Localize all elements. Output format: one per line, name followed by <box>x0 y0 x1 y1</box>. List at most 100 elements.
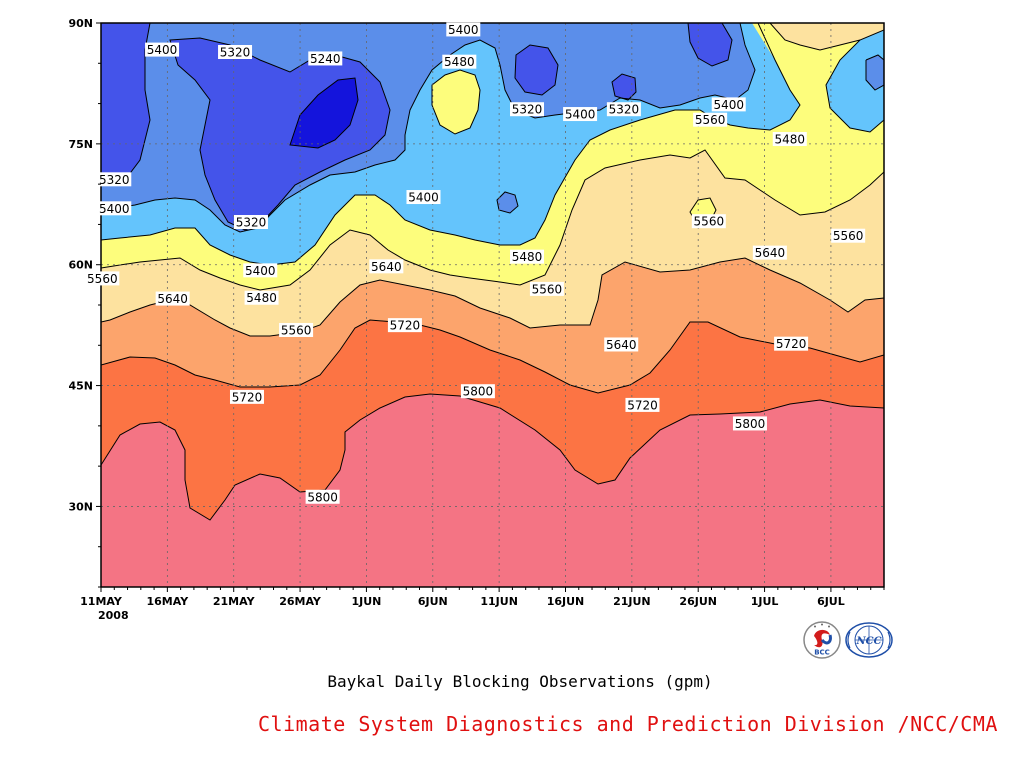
contour-label: 5320 <box>606 102 641 117</box>
contour-label-bg <box>387 318 422 333</box>
x-tick-label: 16JUN <box>547 595 585 608</box>
x-tick-label: 16MAY <box>147 595 190 608</box>
contour-label-text: 5720 <box>390 319 421 333</box>
contour-label: 5720 <box>774 336 809 351</box>
x-tick-label: 26MAY <box>279 595 322 608</box>
svg-text:NCC: NCC <box>855 636 881 647</box>
y-tick-label: 75N <box>68 138 93 151</box>
contour-label: 5400 <box>145 42 180 57</box>
contour-label: 5400 <box>97 201 132 216</box>
contour-label-bg <box>774 336 809 351</box>
contour-label-bg <box>233 215 268 230</box>
cell-5320-5400-small <box>497 192 518 213</box>
bcc-logo-icon: BCC <box>802 620 842 664</box>
contour-label-bg <box>369 259 404 274</box>
contour-label-text: 5320 <box>512 103 543 117</box>
contour-label: 5720 <box>387 318 422 333</box>
contour-label-text: 5480 <box>246 291 277 305</box>
cell-5240-5320-a <box>515 45 558 95</box>
contour-label: 5640 <box>604 337 639 352</box>
contour-label-text: 5800 <box>307 490 338 504</box>
contour-label-bg <box>732 416 767 431</box>
band-5240-5320 <box>101 23 150 182</box>
contour-label-bg <box>97 172 132 187</box>
contour-label-text: 5800 <box>463 385 494 399</box>
contour-label: 5400 <box>711 97 746 112</box>
contour-label-bg <box>625 397 660 412</box>
contour-label-bg <box>155 291 190 306</box>
contour-label-text: 5320 <box>220 46 251 60</box>
contour-label: 5480 <box>772 132 807 147</box>
contour-label: 5800 <box>460 384 495 399</box>
contour-label-bg <box>510 102 545 117</box>
y-tick-label: 30N <box>68 500 93 513</box>
filled-contours <box>101 23 884 587</box>
contour-label-bg <box>711 97 746 112</box>
contour-label: 5560 <box>691 214 726 229</box>
contour-label-bg <box>229 389 264 404</box>
cell-5240-5320-b <box>612 74 636 100</box>
contour-label-bg <box>406 190 441 205</box>
credit-text: Climate System Diagnostics and Predictio… <box>258 712 998 736</box>
x-year-label: 2008 <box>98 609 129 622</box>
contour-label: 5320 <box>218 45 253 60</box>
contour-label: 5720 <box>625 397 660 412</box>
contour-label: 5560 <box>693 112 728 127</box>
contour-label: 5400 <box>446 22 481 37</box>
contour-label: 5400 <box>406 190 441 205</box>
contour-label: 5720 <box>229 389 264 404</box>
contour-label-text: 5560 <box>695 113 726 127</box>
contour-label-text: 5800 <box>735 417 766 431</box>
contour-label: 5480 <box>510 249 545 264</box>
contour-label: 5480 <box>442 54 477 69</box>
contour-label: 5560 <box>529 281 564 296</box>
contour-label-bg <box>606 102 641 117</box>
contour-label-bg <box>693 112 728 127</box>
contour-label-text: 5640 <box>606 338 637 352</box>
contour-label: 5320 <box>233 215 268 230</box>
contour-label: 5320 <box>97 172 132 187</box>
contour-label-text: 5320 <box>99 173 130 187</box>
cell-lt-5240 <box>290 78 358 148</box>
contour-label-bg <box>308 51 343 66</box>
x-tick-label: 1JUN <box>351 595 381 608</box>
contour-label: 5640 <box>369 259 404 274</box>
contour-label-text: 5320 <box>236 216 267 230</box>
contour-label-bg <box>772 132 807 147</box>
contour-label-bg <box>442 54 477 69</box>
contour-label-bg <box>460 384 495 399</box>
contour-label-text: 5400 <box>99 202 130 216</box>
contour-label: 5800 <box>732 416 767 431</box>
contour-label-bg <box>604 337 639 352</box>
contour-label-text: 5240 <box>310 52 341 66</box>
y-tick-label: 60N <box>68 259 93 272</box>
band-5400-5480-ne <box>826 30 884 132</box>
contour-label-bg <box>510 249 545 264</box>
contour-label-text: 5400 <box>448 23 479 37</box>
contour-label-bg <box>218 45 253 60</box>
x-tick-label: 26JUN <box>679 595 717 608</box>
contour-label: 5560 <box>85 271 120 286</box>
contour-label-text: 5480 <box>444 55 475 69</box>
contour-label-bg <box>831 228 866 243</box>
contour-label-text: 5560 <box>694 215 725 229</box>
contour-label-text: 5400 <box>147 43 178 57</box>
contour-label-text: 5720 <box>776 337 807 351</box>
contour-label: 5800 <box>305 489 340 504</box>
contour-label-text: 5400 <box>408 191 439 205</box>
contour-label-bg <box>243 263 278 278</box>
x-tick-label: 21JUN <box>613 595 651 608</box>
contour-label-text: 5720 <box>627 398 658 412</box>
contour-label: 5400 <box>243 263 278 278</box>
contour-label: 5480 <box>244 290 279 305</box>
x-tick-label: 1JUL <box>751 595 779 608</box>
cell-5320-5400-ne <box>866 55 884 90</box>
contour-label-text: 5320 <box>609 103 640 117</box>
x-tick-label: 11JUN <box>480 595 518 608</box>
x-tick-label: 21MAY <box>213 595 256 608</box>
contour-label: 5560 <box>279 322 314 337</box>
contour-label-bg <box>752 245 787 260</box>
cell-5240-5320-c <box>688 23 732 66</box>
